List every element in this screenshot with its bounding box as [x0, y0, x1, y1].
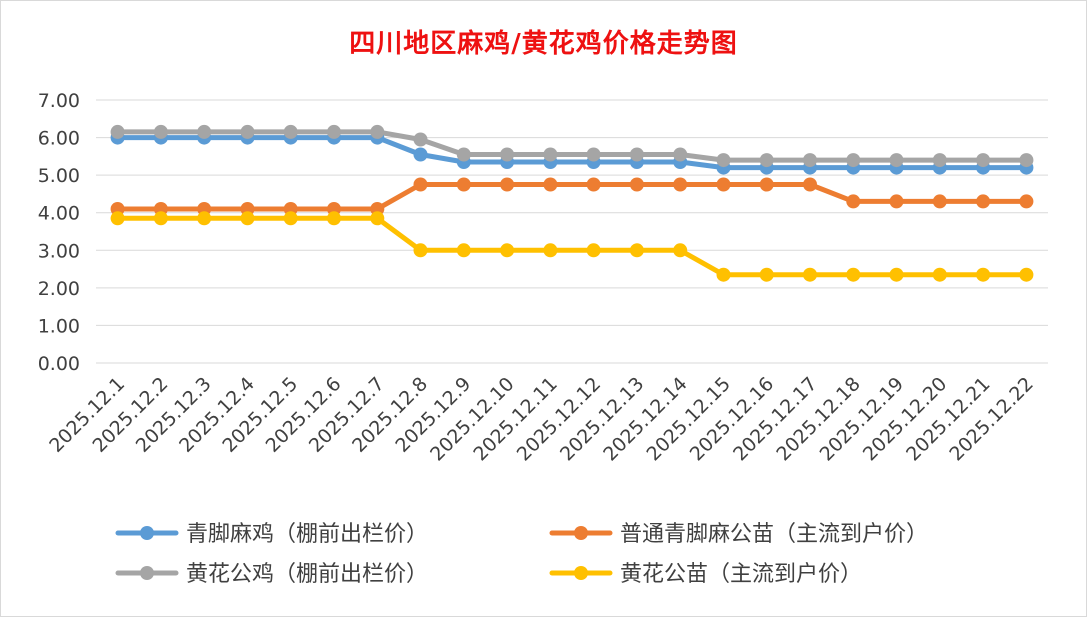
data-point-s2-7 — [413, 132, 428, 147]
data-point-s3-4 — [283, 211, 298, 226]
y-tick-label: 5.00 — [38, 165, 80, 187]
data-point-s3-3 — [240, 211, 255, 226]
data-point-s2-10 — [543, 147, 558, 162]
data-point-s3-7 — [413, 243, 428, 258]
data-point-s2-0 — [110, 124, 125, 139]
data-point-s2-1 — [153, 124, 168, 139]
legend-marker-3 — [574, 566, 588, 580]
data-point-s2-16 — [803, 153, 817, 168]
y-tick-label: 1.00 — [38, 315, 80, 337]
data-point-s2-5 — [327, 124, 341, 139]
y-tick-label: 6.00 — [38, 128, 80, 150]
y-tick-label: 7.00 — [38, 90, 80, 112]
data-point-s3-5 — [327, 211, 341, 226]
data-point-s2-3 — [240, 124, 255, 139]
data-point-s2-15 — [759, 153, 774, 168]
data-point-s3-8 — [456, 243, 471, 258]
data-point-s1-21 — [1019, 194, 1034, 209]
data-point-s1-9 — [500, 177, 515, 192]
data-point-s2-4 — [283, 124, 298, 139]
data-point-s3-6 — [370, 211, 385, 226]
data-point-s3-15 — [759, 267, 774, 282]
data-point-s3-10 — [543, 243, 558, 258]
legend-label-2: 黄花公鸡（棚前出栏价） — [186, 562, 428, 587]
data-point-s3-11 — [586, 243, 601, 258]
data-point-s3-16 — [803, 267, 817, 282]
data-point-s2-11 — [586, 147, 601, 162]
legend-label-1: 普通青脚麻公苗（主流到户价） — [620, 522, 928, 547]
data-point-s3-21 — [1019, 267, 1034, 282]
data-point-s3-17 — [846, 267, 861, 282]
legend-label-3: 黄花公苗（主流到户价） — [620, 562, 862, 587]
data-point-s3-19 — [932, 267, 947, 282]
y-tick-label: 0.00 — [38, 353, 80, 375]
data-point-s3-12 — [629, 243, 644, 258]
data-point-s1-10 — [543, 177, 558, 192]
data-point-s3-13 — [673, 243, 688, 258]
data-point-s2-12 — [629, 147, 644, 162]
data-point-s1-16 — [803, 177, 817, 192]
data-point-s1-7 — [413, 177, 428, 192]
data-point-s3-1 — [153, 211, 168, 226]
data-point-s2-20 — [976, 153, 991, 168]
series-line-0 — [115, 135, 1029, 171]
legend-marker-0 — [140, 526, 154, 540]
data-point-s1-17 — [846, 194, 861, 209]
data-point-s2-21 — [1019, 153, 1034, 168]
series-line-3 — [115, 215, 1029, 278]
data-point-s2-2 — [197, 124, 212, 139]
data-point-s1-18 — [889, 194, 904, 209]
series-line-2 — [115, 129, 1029, 163]
data-point-s2-8 — [456, 147, 471, 162]
data-point-s1-12 — [629, 177, 644, 192]
data-point-s1-13 — [673, 177, 688, 192]
data-point-s0-7 — [413, 147, 428, 162]
data-point-s3-18 — [889, 267, 904, 282]
legend-marker-1 — [574, 526, 588, 540]
data-point-s3-14 — [716, 267, 731, 282]
y-tick-label: 4.00 — [38, 203, 80, 225]
legend-label-0: 青脚麻鸡（棚前出栏价） — [186, 522, 428, 547]
data-point-s3-9 — [500, 243, 515, 258]
data-point-s2-14 — [716, 153, 731, 168]
y-tick-label: 3.00 — [38, 240, 80, 262]
chart-title: 四川地区麻鸡/黄花鸡价格走势图 — [349, 29, 738, 59]
data-point-s2-17 — [846, 153, 861, 168]
data-point-s1-15 — [759, 177, 774, 192]
data-point-s2-9 — [500, 147, 515, 162]
data-point-s2-13 — [673, 147, 688, 162]
data-point-s1-20 — [976, 194, 991, 209]
y-tick-label: 2.00 — [38, 278, 80, 300]
series-line-1 — [115, 182, 1029, 212]
data-point-s3-0 — [110, 211, 125, 226]
data-point-s1-8 — [456, 177, 471, 192]
data-point-s2-6 — [370, 124, 385, 139]
data-point-s2-19 — [932, 153, 947, 168]
data-point-s3-20 — [976, 267, 991, 282]
legend-marker-2 — [140, 566, 154, 580]
data-point-s3-2 — [197, 211, 212, 226]
data-point-s1-19 — [932, 194, 947, 209]
data-point-s1-14 — [716, 177, 731, 192]
data-point-s1-11 — [586, 177, 601, 192]
data-point-s2-18 — [889, 153, 904, 168]
